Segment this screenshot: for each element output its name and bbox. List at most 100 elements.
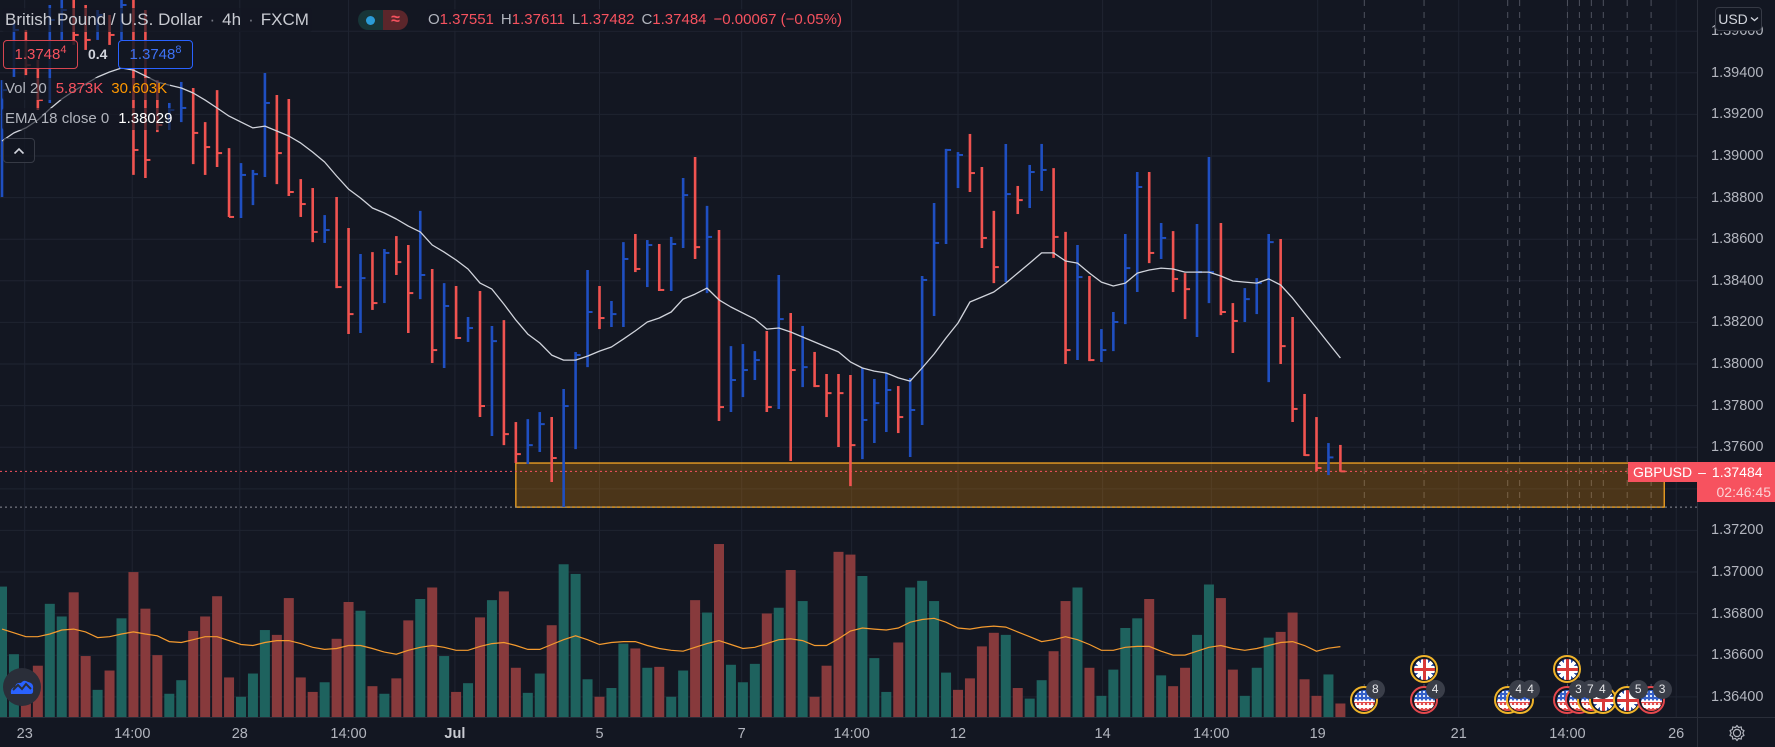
price-bar	[884, 372, 892, 433]
price-bar	[203, 122, 211, 175]
price-bar	[1279, 239, 1286, 365]
volume-bar	[642, 667, 653, 717]
price-bar	[1004, 143, 1011, 283]
volume-bar	[929, 601, 940, 717]
price-bar	[1076, 245, 1083, 361]
price-bar	[418, 210, 426, 300]
price-bar	[466, 317, 474, 342]
price-bar	[311, 188, 318, 243]
price-axis-label: 1.36400	[1711, 688, 1764, 705]
price-bar	[657, 243, 665, 292]
event-count-badge[interactable]: 4	[1521, 679, 1541, 699]
price-bar	[215, 90, 223, 168]
volume-bar	[224, 677, 235, 717]
legend-collapse-button[interactable]	[3, 138, 35, 163]
price-bar	[1327, 443, 1334, 476]
economic-event-uk[interactable]	[1553, 655, 1582, 683]
volume-bar	[212, 596, 223, 717]
volume-bar	[976, 646, 987, 717]
time-axis-label: 28	[231, 726, 248, 742]
price-axis-label: 1.37600	[1711, 439, 1764, 456]
market-open-indicator[interactable]	[358, 10, 383, 30]
ema-indicator-legend[interactable]: EMA 18 close 0 1.38029	[2, 108, 176, 130]
event-count-badge[interactable]: 4	[1592, 679, 1612, 699]
price-label-dash: –	[1698, 464, 1706, 480]
event-count-badge[interactable]: 4	[1425, 679, 1445, 699]
event-count-badge[interactable]: 8	[1365, 679, 1385, 699]
price-bar	[1219, 222, 1226, 316]
chart-canvas[interactable]	[0, 0, 1697, 717]
price-bar	[873, 378, 880, 444]
tradingview-logo-button[interactable]	[3, 668, 41, 706]
time-axis-label: 19	[1309, 726, 1326, 742]
price-bar	[562, 388, 569, 508]
volume-bar	[188, 630, 199, 717]
time-axis-label: Jul	[444, 726, 466, 742]
chart-settings-button[interactable]	[1697, 717, 1775, 747]
market-open-dot-icon	[366, 15, 375, 25]
close-label: C	[641, 11, 653, 28]
volume-bar	[486, 600, 497, 717]
volume-bar	[355, 610, 366, 717]
volume-bar	[271, 634, 282, 717]
price-bar	[442, 283, 450, 368]
price-bar	[837, 373, 844, 448]
interval-label[interactable]: 4h	[222, 10, 242, 29]
volume-indicator-legend[interactable]: Vol 20 5.873K 30.603K	[2, 78, 171, 100]
price-axis-label: 1.37200	[1711, 522, 1764, 539]
price-bar	[287, 99, 294, 196]
volume-bar	[1132, 618, 1143, 717]
time-axis-label: 5	[595, 726, 604, 742]
close-value: 1.37484	[652, 11, 707, 28]
market-status-toggle[interactable]: ≈	[358, 10, 408, 30]
volume-bar	[678, 670, 689, 717]
price-bar	[478, 291, 485, 418]
price-bar	[968, 133, 975, 192]
volume-bar	[797, 601, 808, 717]
volume-ma-value: 30.603K	[111, 80, 168, 97]
price-axis[interactable]: 1.39600 1.39400 1.39200 1.39000 1.38800 1.386…	[1697, 0, 1775, 717]
time-axis-label: 26	[1668, 726, 1685, 742]
time-axis-label: 14:00	[1193, 726, 1230, 742]
volume-bar	[546, 625, 557, 717]
volume-bar	[1311, 695, 1322, 717]
data-delay-wave-icon: ≈	[391, 11, 400, 28]
price-bar	[371, 252, 378, 310]
support-zone-rectangle[interactable]	[515, 462, 1665, 508]
price-bar	[1064, 231, 1071, 365]
sell-button[interactable]: 1.37484	[3, 40, 78, 69]
volume-bar	[152, 655, 163, 717]
volume-bar	[56, 616, 67, 717]
volume-bar	[439, 656, 450, 717]
price-bar	[1303, 393, 1310, 457]
volume-bar	[953, 689, 963, 717]
volume-bar	[1072, 587, 1083, 717]
volume-bar	[761, 613, 772, 717]
price-bar	[729, 346, 736, 413]
price-axis-label: 1.36800	[1711, 605, 1764, 622]
currency-selector[interactable]: USD	[1715, 7, 1762, 31]
volume-bar	[236, 696, 246, 717]
time-axis-label: 14	[1094, 726, 1111, 742]
time-axis[interactable]: 23 14:00 28 14:00 Jul 5 7 14:00 12 14 14:00 19 21 14:…	[0, 717, 1697, 747]
price-bar	[992, 210, 999, 284]
symbol-title-row[interactable]: British Pound / U.S. Dollar · 4h · FXCM	[2, 8, 312, 32]
symbol-description[interactable]: British Pound / U.S. Dollar	[5, 10, 203, 29]
volume-indicator-name: Vol 20	[5, 80, 47, 97]
low-value: 1.37482	[580, 11, 635, 28]
volume-ma-line	[1, 617, 1341, 656]
exchange-label[interactable]: FXCM	[260, 10, 309, 29]
event-count-badge[interactable]: 3	[1652, 679, 1672, 699]
gear-icon	[1728, 724, 1745, 741]
volume-bar	[522, 692, 533, 717]
price-bar	[610, 300, 617, 327]
ema-line	[1, 67, 1341, 382]
price-axis-label: 1.37000	[1711, 564, 1764, 581]
volume-bar	[1227, 669, 1238, 717]
economic-event-uk[interactable]	[1410, 655, 1439, 683]
event-count-badge[interactable]: 5	[1628, 679, 1648, 699]
data-delay-indicator[interactable]: ≈	[383, 10, 408, 30]
buy-button[interactable]: 1.37488	[118, 40, 193, 69]
